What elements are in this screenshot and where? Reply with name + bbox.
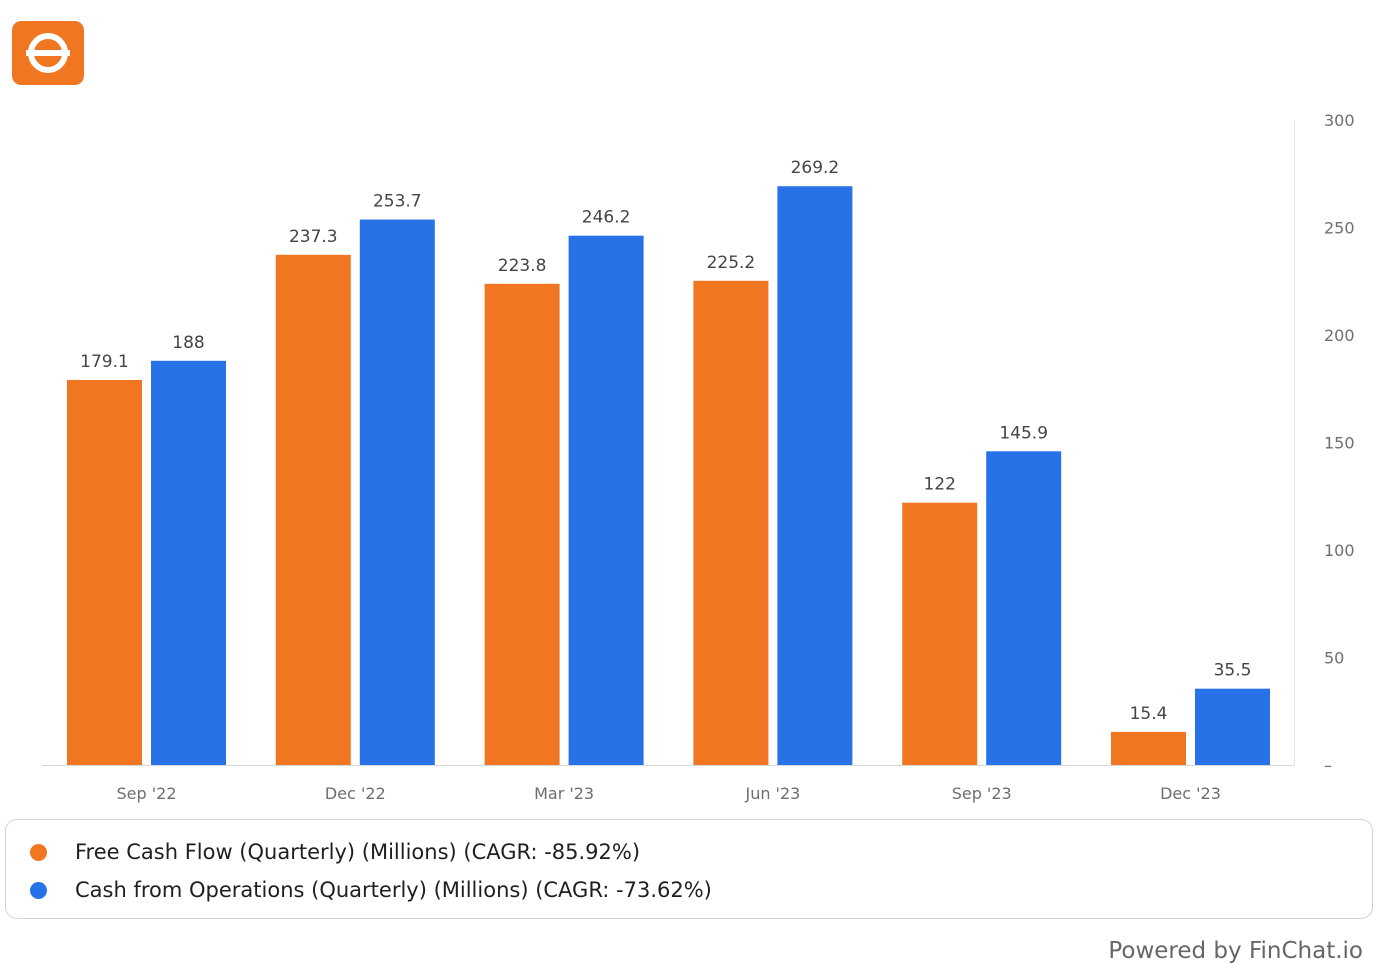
bar-series1-jun-23[interactable] <box>777 186 853 766</box>
finchat-logo-icon <box>12 21 84 85</box>
bar-series1-dec-22[interactable] <box>359 219 435 766</box>
data-label-series1-dec-23: 35.5 <box>1214 661 1252 681</box>
data-label-series0-sep-22: 179.1 <box>80 352 129 372</box>
bars-group <box>67 186 1270 766</box>
bar-series0-dec-22[interactable] <box>275 254 351 765</box>
legend: Free Cash Flow (Quarterly) (Millions) (C… <box>5 819 1373 919</box>
bar-series1-mar-23[interactable] <box>568 235 644 766</box>
y-tick-label-300: 300 <box>1324 111 1355 130</box>
y-tick-label-200: 200 <box>1324 326 1355 345</box>
data-label-series0-dec-22: 237.3 <box>289 227 338 247</box>
data-label-series1-jun-23: 269.2 <box>791 158 840 178</box>
y-tick-label-0: – <box>1324 756 1332 775</box>
legend-dot-free-cash-flow <box>30 843 47 861</box>
data-labels-group: 179.1 237.3 223.8 225.2 122 15.4 188 253.7 246.2… <box>80 158 1251 724</box>
bar-series0-jun-23[interactable] <box>693 280 769 765</box>
y-tick-label-50: 50 <box>1324 649 1344 668</box>
data-label-series0-dec-23: 15.4 <box>1130 704 1168 724</box>
legend-item-free-cash-flow[interactable]: Free Cash Flow (Quarterly) (Millions) (C… <box>30 838 640 866</box>
x-tick-label-dec-23: Dec '23 <box>1160 784 1221 803</box>
y-tick-labels-group: – 50 100 150 200 250 300 <box>1324 111 1355 775</box>
powered-by-footer: Powered by FinChat.io <box>1108 938 1363 964</box>
data-label-series0-mar-23: 223.8 <box>498 256 547 276</box>
y-tick-label-250: 250 <box>1324 219 1355 238</box>
x-tick-label-sep-23: Sep '23 <box>952 784 1012 803</box>
y-tick-label-100: 100 <box>1324 541 1355 560</box>
bar-series1-sep-23[interactable] <box>986 451 1062 765</box>
data-label-series1-sep-22: 188 <box>172 333 204 353</box>
data-label-series1-mar-23: 246.2 <box>582 208 631 228</box>
data-label-series0-sep-23: 122 <box>923 475 955 495</box>
data-label-series1-sep-23: 145.9 <box>999 423 1048 443</box>
legend-dot-cash-from-operations <box>30 881 47 899</box>
bar-series0-sep-23[interactable] <box>902 502 978 765</box>
bar-chart: 179.1 237.3 223.8 225.2 122 15.4 188 253.7 246.2… <box>42 111 1355 803</box>
legend-item-cash-from-operations[interactable]: Cash from Operations (Quarterly) (Millio… <box>30 876 712 904</box>
y-tick-label-150: 150 <box>1324 434 1355 453</box>
x-tick-label-sep-22: Sep '22 <box>117 784 177 803</box>
x-tick-label-dec-22: Dec '22 <box>325 784 386 803</box>
data-label-series1-dec-22: 253.7 <box>373 192 422 212</box>
legend-label-cash-from-operations: Cash from Operations (Quarterly) (Millio… <box>75 878 712 902</box>
bar-series0-dec-23[interactable] <box>1111 731 1186 765</box>
bar-series0-sep-22[interactable] <box>67 379 142 765</box>
x-tick-label-jun-23: Jun '23 <box>744 784 800 803</box>
bar-series0-mar-23[interactable] <box>484 283 560 765</box>
bar-series1-sep-22[interactable] <box>151 360 226 765</box>
x-tick-labels-group: Sep '22 Dec '22 Mar '23 Jun '23 Sep '23 Dec '… <box>117 784 1221 803</box>
x-tick-label-mar-23: Mar '23 <box>534 784 594 803</box>
data-label-series0-jun-23: 225.2 <box>707 253 756 273</box>
bar-series1-dec-23[interactable] <box>1195 688 1270 765</box>
legend-label-free-cash-flow: Free Cash Flow (Quarterly) (Millions) (C… <box>75 840 641 864</box>
